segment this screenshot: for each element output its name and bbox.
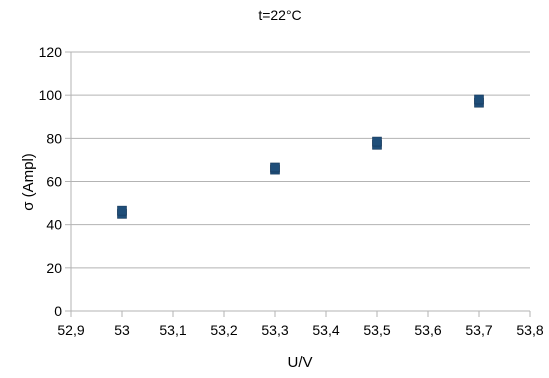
chart-title: t=22°C (258, 7, 301, 23)
y-tick-label: 100 (39, 87, 63, 103)
y-tick-label: 40 (46, 217, 62, 233)
x-tick-label: 53,4 (312, 322, 339, 338)
data-point (270, 162, 280, 173)
x-axis-label: U/V (287, 354, 312, 371)
y-axis-ticks: 0 20 40 60 80 100 120 (39, 44, 71, 319)
y-tick-label: 20 (46, 260, 62, 276)
x-tick-label: 53,3 (261, 322, 288, 338)
y-axis-label: σ (Ampl) (20, 153, 37, 211)
x-tick-label: 53,2 (210, 322, 237, 338)
x-tick-label: 53,1 (159, 322, 186, 338)
data-points (117, 94, 484, 219)
x-tick-label: 53,7 (465, 322, 492, 338)
x-tick-label: 53,6 (414, 322, 441, 338)
data-point (474, 94, 484, 105)
x-tick-label: 52,9 (57, 322, 84, 338)
x-tick-label: 53 (114, 322, 130, 338)
y-tick-label: 120 (39, 44, 63, 60)
x-axis-ticks: 52,9 53 53,1 53,2 53,3 53,4 53,5 53,6 53,7 53,8 (57, 311, 544, 338)
gridlines (71, 51, 530, 312)
y-tick-label: 60 (46, 174, 62, 190)
data-point (372, 136, 382, 147)
y-tick-label: 80 (46, 130, 62, 146)
x-tick-label: 53,8 (516, 322, 543, 338)
x-tick-label: 53,5 (363, 322, 390, 338)
data-point (117, 205, 127, 216)
y-tick-label: 0 (54, 303, 62, 319)
